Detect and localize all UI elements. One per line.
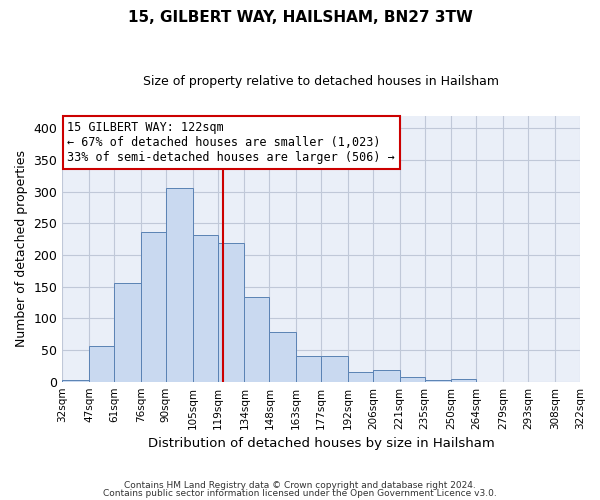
Y-axis label: Number of detached properties: Number of detached properties (15, 150, 28, 347)
Bar (296, 356, 321, 382)
Text: Contains public sector information licensed under the Open Government Licence v3: Contains public sector information licen… (103, 488, 497, 498)
Bar (400, 376, 425, 382)
Title: Size of property relative to detached houses in Hailsham: Size of property relative to detached ho… (143, 75, 499, 88)
Bar (348, 372, 373, 382)
Bar (425, 380, 451, 382)
Bar (451, 378, 476, 382)
Bar (218, 243, 244, 382)
Bar (244, 298, 269, 382)
Bar (373, 370, 400, 382)
X-axis label: Distribution of detached houses by size in Hailsham: Distribution of detached houses by size … (148, 437, 494, 450)
Text: Contains HM Land Registry data © Crown copyright and database right 2024.: Contains HM Land Registry data © Crown c… (124, 481, 476, 490)
Bar (114, 284, 141, 382)
Bar (141, 232, 166, 382)
Text: 15, GILBERT WAY, HAILSHAM, BN27 3TW: 15, GILBERT WAY, HAILSHAM, BN27 3TW (128, 10, 472, 25)
Bar (62, 380, 89, 382)
Bar (193, 234, 218, 382)
Bar (166, 188, 193, 382)
Bar (269, 332, 296, 382)
Bar (321, 356, 348, 382)
Text: 15 GILBERT WAY: 122sqm
← 67% of detached houses are smaller (1,023)
33% of semi-: 15 GILBERT WAY: 122sqm ← 67% of detached… (67, 121, 395, 164)
Bar (89, 346, 114, 382)
